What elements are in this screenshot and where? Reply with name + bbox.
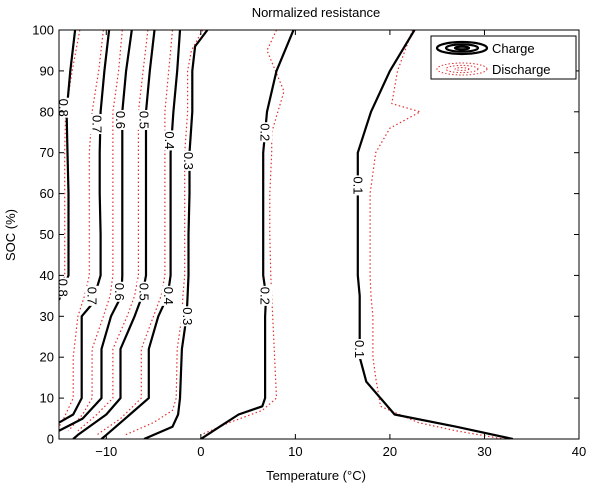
- contour-label-gap: [350, 175, 365, 196]
- contour-label-gap: [162, 130, 177, 151]
- contour-discharge-0.1: [369, 30, 504, 439]
- contour-label-0.3: 0.3: [181, 152, 196, 170]
- contour-label-0.8: 0.8: [56, 99, 71, 117]
- contour-label-gap: [113, 109, 128, 130]
- y-axis-title: SOC (%): [3, 209, 18, 261]
- contour-label-0.7: 0.7: [85, 287, 100, 305]
- y-tick-label: 100: [32, 23, 54, 38]
- contour-label-0.5: 0.5: [137, 283, 152, 301]
- x-tick-label: 20: [383, 444, 397, 459]
- contour-charge-0.7: [59, 30, 111, 424]
- contour-label-0.6: 0.6: [112, 283, 127, 301]
- contour-label-gap: [181, 150, 196, 171]
- contour-label-0.7: 0.7: [89, 115, 104, 133]
- contour-label-0.4: 0.4: [161, 287, 176, 305]
- legend-discharge-swatch: [436, 62, 488, 76]
- contour-label-gap: [137, 281, 152, 302]
- contour-label-0.1: 0.1: [350, 176, 365, 194]
- plot-area: 0.8 0.8 0.7 0.7 0.6 0.6 0.5 0.5 0.4 0.4 0.3 0.3 0.2 0…: [55, 30, 514, 439]
- legend-charge-swatch: [435, 40, 489, 56]
- contour-discharge-0.3: [124, 30, 204, 436]
- x-tick-label: 40: [572, 444, 586, 459]
- contour-labels: 0.8 0.8 0.7 0.7 0.6 0.6 0.5 0.5 0.4 0.4 0.3 0.3 0.2 0…: [55, 97, 367, 360]
- contour-label-gap: [258, 122, 273, 143]
- contour-label-0.5: 0.5: [137, 111, 152, 129]
- y-tick-label: 80: [40, 104, 54, 119]
- y-tick-label: 60: [40, 186, 54, 201]
- y-tick-label: 50: [40, 227, 54, 242]
- contour-discharge-0.8: [59, 30, 81, 297]
- x-tick-label: 10: [288, 444, 302, 459]
- contour-charge-0.3: [143, 30, 209, 439]
- x-tick-label: 30: [477, 444, 491, 459]
- legend-charge-label: Charge: [492, 41, 535, 56]
- chart-title: Normalized resistance: [252, 5, 381, 20]
- y-tick-label: 40: [40, 268, 54, 283]
- contour-discharge-0.2: [200, 30, 285, 436]
- contour-label-gap: [112, 281, 127, 302]
- contour-label-0.2: 0.2: [258, 123, 273, 141]
- legend: Charge Discharge: [430, 35, 577, 80]
- contour-label-0.2: 0.2: [258, 287, 273, 305]
- y-tick-label: 20: [40, 350, 54, 365]
- contour-label-gap: [180, 306, 195, 327]
- contour-label-gap: [352, 339, 367, 360]
- contour-label-0.4: 0.4: [162, 131, 177, 149]
- contour-label-0.8: 0.8: [55, 279, 70, 297]
- series-discharge: [59, 30, 504, 439]
- contour-label-0.1: 0.1: [352, 340, 367, 358]
- x-axis-title: Temperature (°C): [266, 468, 366, 483]
- x-tick-label: 0: [197, 444, 204, 459]
- contour-label-gap: [258, 285, 273, 306]
- contour-charge-0.8: [59, 30, 77, 301]
- contour-discharge-0.5: [77, 30, 149, 432]
- y-tick-label: 30: [40, 309, 54, 324]
- contour-label-0.3: 0.3: [180, 307, 195, 325]
- contour-label-gap: [89, 114, 104, 135]
- contour-charge-0.4: [100, 30, 182, 439]
- contour-label-gap: [137, 109, 152, 130]
- y-tick-label: 0: [47, 432, 54, 447]
- contour-label-0.6: 0.6: [113, 111, 128, 129]
- contour-discharge-0.4: [96, 30, 174, 436]
- y-tick-label: 10: [40, 391, 54, 406]
- x-tick-label: −10: [95, 444, 117, 459]
- contour-charge-0.1: [356, 30, 514, 439]
- legend-discharge-label: Discharge: [492, 62, 551, 77]
- y-tick-label: 70: [40, 145, 54, 160]
- contour-label-gap: [85, 285, 100, 306]
- x-axis-ticks: −10 0 10 20 30 40: [95, 30, 586, 459]
- contour-label-gap: [56, 97, 71, 118]
- contour-label-gap: [161, 285, 176, 306]
- y-tick-label: 90: [40, 63, 54, 78]
